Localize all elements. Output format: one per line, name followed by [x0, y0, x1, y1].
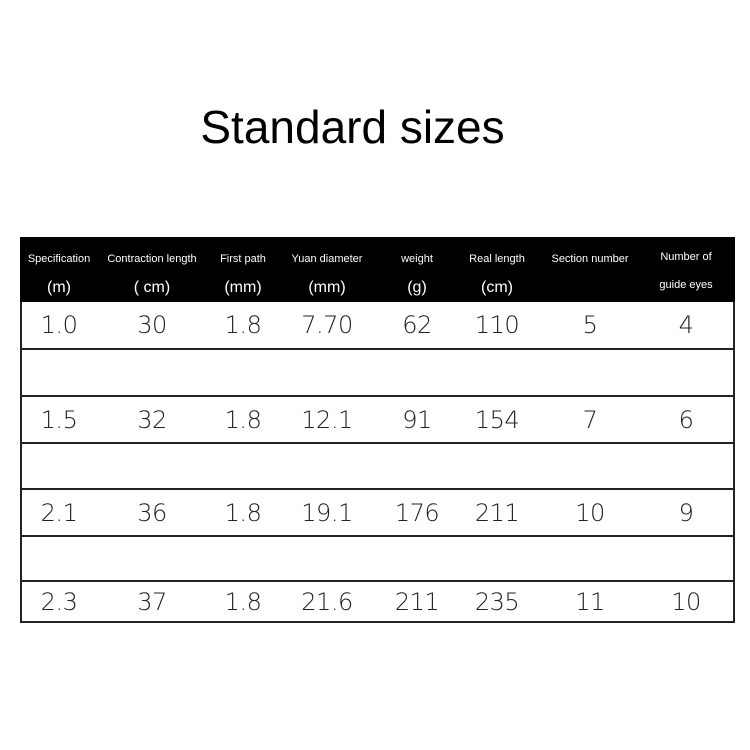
- table-row: 2.3 37 1.8 21.6 211 235 11 10: [22, 582, 733, 623]
- table-cell: 12.1: [301, 405, 353, 434]
- column-unit: (cm): [481, 279, 513, 296]
- table-cell: 4: [678, 311, 694, 339]
- spacer-row: [22, 350, 733, 397]
- table-cell: 1.8: [224, 405, 262, 434]
- table-cell: 21.6: [301, 587, 353, 616]
- column-unit: (mm): [308, 279, 346, 296]
- table-cell: 154: [474, 405, 520, 434]
- table-cell: 11: [575, 587, 605, 616]
- table-header: Specification (m) Contraction length ( cm) F…: [20, 237, 735, 302]
- table-cell: 36: [137, 498, 167, 527]
- spacer-row: [22, 444, 733, 490]
- column-name: Specification: [27, 253, 91, 265]
- column-name: Number of: [660, 251, 712, 263]
- table-cell: 235: [474, 587, 520, 616]
- table-cell: 7.70: [301, 311, 353, 339]
- table-cell: 110: [474, 311, 520, 339]
- table-cell: 32: [137, 405, 167, 434]
- table-cell: 30: [137, 311, 167, 339]
- table-row: 1.5 32 1.8 12.1 91 154 7 6: [22, 397, 733, 444]
- table-cell: 19.1: [301, 498, 353, 527]
- table-cell: 211: [474, 498, 520, 527]
- column-name: First path: [220, 253, 266, 265]
- table-cell: 2.3: [40, 587, 78, 616]
- table-cell: 10: [671, 587, 701, 616]
- table-cell: 9: [678, 498, 694, 527]
- table-row: 1.0 30 1.8 7.70 62 110 5 4: [22, 302, 733, 350]
- table-cell: 176: [394, 498, 440, 527]
- table-cell: 62: [402, 311, 432, 339]
- table-cell: 7: [582, 405, 598, 434]
- column-unit: (m): [47, 279, 71, 296]
- table-cell: 91: [402, 405, 432, 434]
- table-cell: 1.5: [40, 405, 78, 434]
- table-cell: 6: [678, 405, 694, 434]
- column-unit: (g): [407, 279, 427, 296]
- table-cell: 1.0: [40, 311, 78, 339]
- table-cell: 1.8: [224, 498, 262, 527]
- table-row: 2.1 36 1.8 19.1 176 211 10 9: [22, 490, 733, 537]
- column-name: Section number: [551, 253, 629, 265]
- sizes-table: Specification (m) Contraction length ( cm) F…: [20, 237, 735, 623]
- table-cell: 5: [582, 311, 598, 339]
- column-name: Real length: [469, 253, 525, 265]
- column-name: Yuan diameter: [291, 253, 363, 265]
- table-cell: 10: [575, 498, 605, 527]
- table-cell: 1.8: [224, 587, 262, 616]
- column-unit: ( cm): [133, 279, 171, 296]
- table-cell: 37: [137, 587, 167, 616]
- column-unit: (mm): [224, 279, 262, 296]
- table-cell: 1.8: [224, 311, 262, 339]
- column-unit: guide eyes: [659, 279, 713, 291]
- page-title: Standard sizes: [200, 101, 505, 153]
- spacer-row: [22, 537, 733, 582]
- table-cell: 2.1: [40, 498, 78, 527]
- table-cell: 211: [394, 587, 440, 616]
- column-name: weight: [401, 253, 433, 265]
- column-name: Contraction length: [107, 253, 197, 265]
